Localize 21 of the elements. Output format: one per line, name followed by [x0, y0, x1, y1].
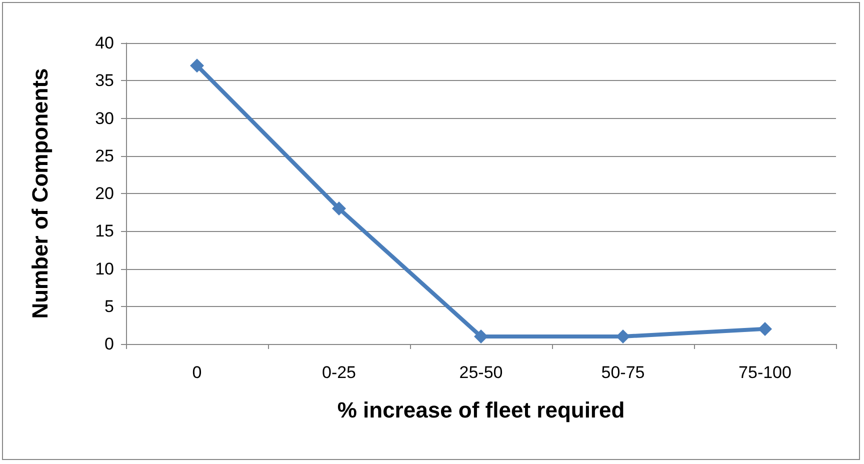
y-tick-label: 0: [104, 334, 114, 354]
point: [190, 58, 204, 73]
x-tick-label: 25-50: [459, 363, 503, 382]
y-tick-label: 30: [95, 108, 114, 128]
point: [474, 329, 488, 344]
point: [332, 202, 346, 216]
y-tick-label: 10: [95, 259, 114, 278]
y-tick-label: 20: [95, 184, 114, 203]
y-axis-title: Number of Components: [28, 68, 52, 319]
y-tick-label: 15: [95, 222, 114, 241]
x-tick-label: 0-25: [322, 363, 356, 382]
y-tick-label: 40: [95, 34, 114, 52]
x-tick-label: 0: [192, 363, 202, 382]
point: [616, 329, 630, 344]
x-tick-label: 50-75: [601, 363, 645, 382]
y-tick-label: 25: [95, 146, 114, 166]
y-tick-label: 5: [104, 296, 114, 316]
point: [758, 322, 772, 336]
x-axis-title: % increase of fleet required: [337, 398, 625, 422]
y-tick-label: 35: [95, 71, 114, 90]
x-tick-label: 75-100: [738, 363, 792, 382]
